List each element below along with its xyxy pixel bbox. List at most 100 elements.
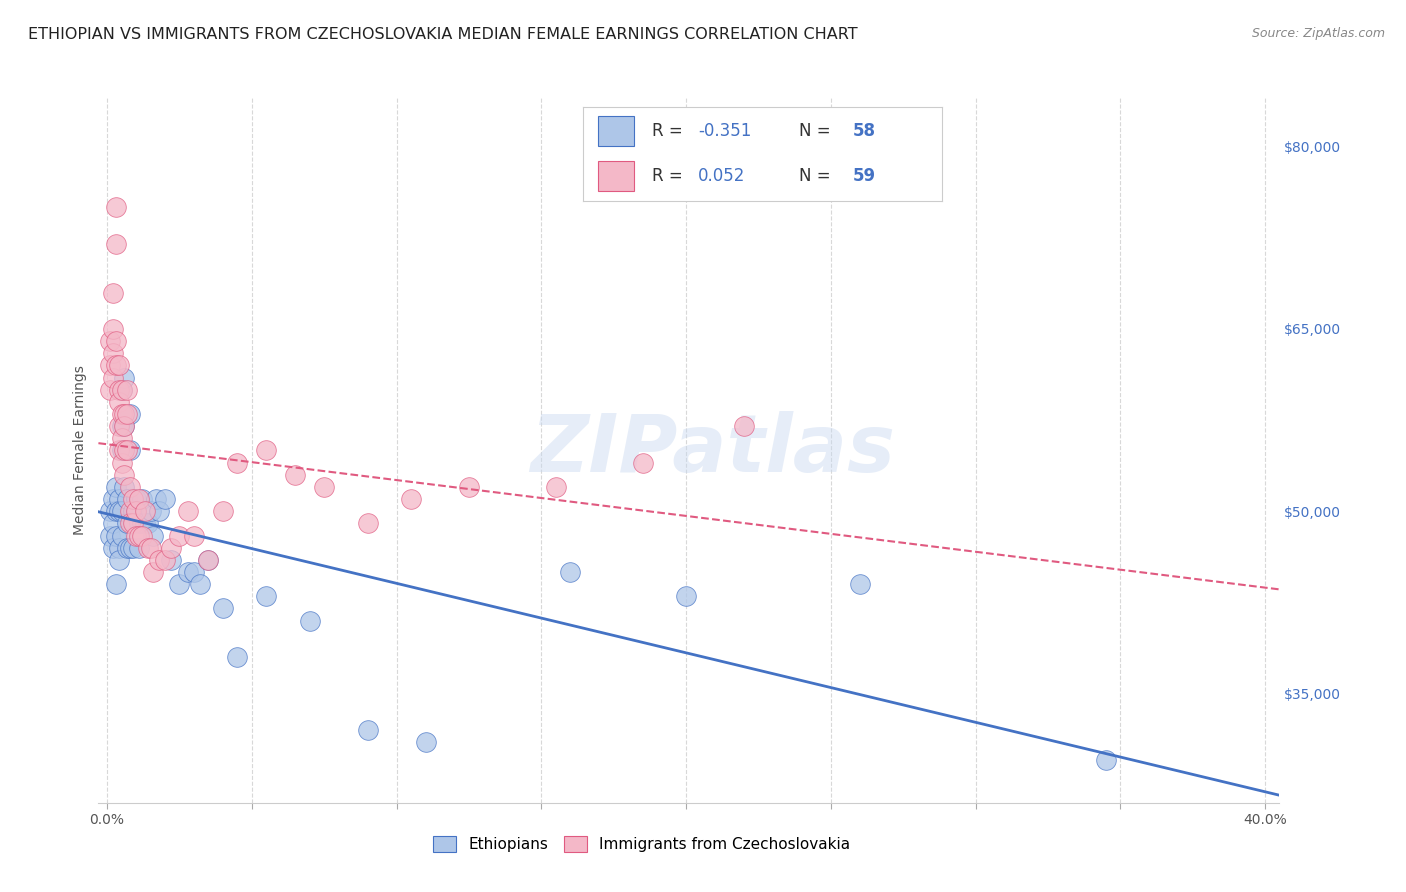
Point (122, 504, 145, 518)
Point (114, 407, 136, 421)
Point (117, 443, 139, 458)
Point (131, 491, 153, 506)
Point (114, 480, 136, 494)
Text: Source: ZipAtlas.com: Source: ZipAtlas.com (1251, 27, 1385, 40)
Point (101, 491, 124, 506)
Point (107, 395, 129, 409)
Point (114, 419, 136, 434)
Point (117, 516, 139, 531)
Point (114, 443, 136, 458)
Point (104, 236, 127, 251)
Point (110, 419, 132, 434)
Point (101, 541, 124, 555)
Point (226, 456, 249, 470)
Point (128, 528, 150, 542)
Point (145, 491, 167, 506)
Point (153, 553, 176, 567)
Point (98, 334, 121, 348)
Point (254, 443, 277, 458)
Point (212, 601, 235, 615)
Text: N =: N = (799, 122, 835, 140)
Point (114, 419, 136, 434)
Point (107, 443, 129, 458)
Point (136, 541, 159, 555)
Point (101, 285, 124, 300)
Point (197, 553, 219, 567)
Point (159, 553, 181, 567)
Point (169, 577, 191, 591)
Point (560, 565, 582, 579)
Point (125, 504, 148, 518)
Point (848, 577, 870, 591)
Point (110, 407, 132, 421)
Point (142, 565, 165, 579)
Point (212, 504, 235, 518)
Point (544, 480, 567, 494)
Text: N =: N = (799, 168, 835, 186)
Point (104, 359, 127, 373)
Point (122, 491, 145, 506)
Text: ZIPatlas: ZIPatlas (530, 411, 896, 490)
Point (114, 370, 136, 384)
Point (110, 383, 132, 397)
Point (98, 383, 121, 397)
Point (101, 322, 124, 336)
Point (125, 528, 148, 542)
Point (120, 480, 142, 494)
Point (153, 491, 176, 506)
Point (101, 346, 124, 360)
Text: ETHIOPIAN VS IMMIGRANTS FROM CZECHOSLOVAKIA MEDIAN FEMALE EARNINGS CORRELATION C: ETHIOPIAN VS IMMIGRANTS FROM CZECHOSLOVA… (28, 27, 858, 42)
Point (139, 504, 162, 518)
Point (169, 528, 191, 542)
Point (117, 383, 139, 397)
Point (107, 491, 129, 506)
Point (104, 577, 127, 591)
Point (458, 480, 481, 494)
Point (101, 516, 124, 531)
Point (110, 456, 132, 470)
Point (188, 577, 211, 591)
Point (107, 553, 129, 567)
Point (110, 528, 132, 542)
Point (98, 504, 121, 518)
Point (110, 443, 132, 458)
Point (107, 541, 129, 555)
Point (110, 383, 132, 397)
Point (733, 419, 755, 434)
Point (122, 516, 145, 531)
FancyBboxPatch shape (598, 116, 634, 146)
Point (148, 504, 170, 518)
Point (98, 528, 121, 542)
Point (104, 201, 127, 215)
Point (120, 443, 142, 458)
Point (183, 565, 205, 579)
Point (120, 541, 142, 555)
Point (104, 334, 127, 348)
Point (284, 467, 307, 482)
Point (117, 407, 139, 421)
Point (177, 565, 200, 579)
Point (128, 516, 150, 531)
Point (125, 491, 148, 506)
Point (356, 516, 378, 531)
Y-axis label: Median Female Earnings: Median Female Earnings (73, 366, 87, 535)
Point (139, 541, 162, 555)
Point (104, 528, 127, 542)
Text: R =: R = (651, 122, 688, 140)
Text: 58: 58 (852, 122, 876, 140)
Point (314, 480, 336, 494)
Point (98, 359, 121, 373)
Point (159, 541, 181, 555)
Point (142, 528, 165, 542)
Point (177, 504, 200, 518)
Point (120, 407, 142, 421)
Point (631, 456, 654, 470)
Point (110, 504, 132, 518)
Point (101, 370, 124, 384)
Point (183, 528, 205, 542)
Point (110, 431, 132, 445)
Point (117, 541, 139, 555)
Point (356, 723, 378, 737)
Point (120, 504, 142, 518)
Point (298, 614, 321, 628)
